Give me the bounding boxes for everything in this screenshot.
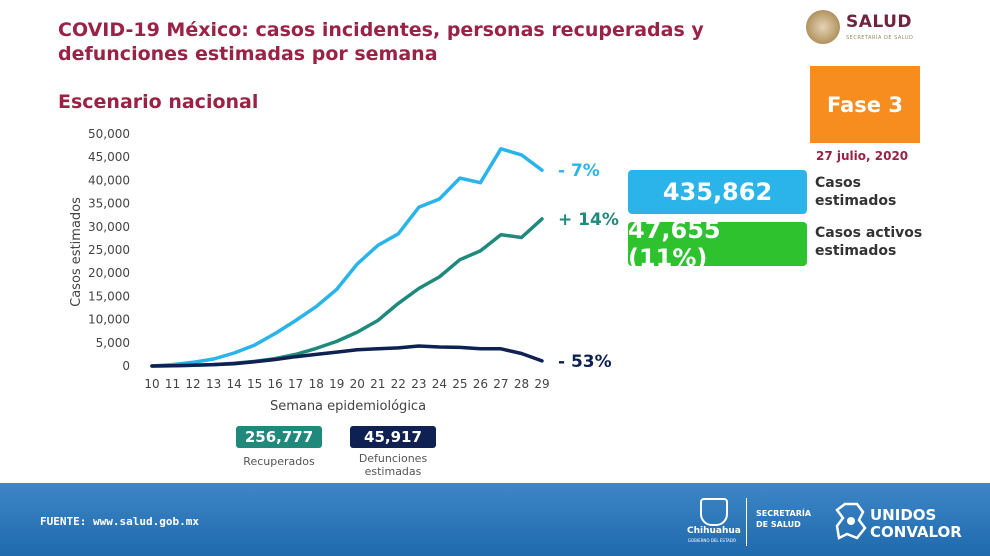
chihuahua-logo: Chihuahua GOBIERNO DEL ESTADO (687, 498, 741, 550)
end-label-casos: - 7% (558, 161, 600, 181)
footer-bar (0, 483, 990, 556)
y-tick-label: 15,000 (88, 289, 130, 303)
y-tick-label: 0 (122, 359, 130, 373)
x-tick-label: 11 (165, 377, 180, 391)
series-lines (150, 147, 544, 368)
x-tick-label: 16 (268, 377, 283, 391)
x-tick-label: 22 (391, 377, 406, 391)
salud-logo-word: SALUD (846, 12, 913, 32)
series-line-casos (150, 147, 544, 368)
end-label-defunciones: - 53% (558, 352, 612, 372)
x-tick-label: 14 (226, 377, 241, 391)
page-title: COVID-19 México: casos incidentes, perso… (58, 19, 704, 65)
series-line-defunciones (150, 344, 544, 368)
unidos-mark-icon (835, 502, 867, 540)
defunciones-label: Defunciones estimadas (358, 452, 428, 478)
x-tick-label: 20 (350, 377, 365, 391)
secretaria-line-2: DE SALUD (756, 520, 801, 529)
mexico-seal-icon (806, 10, 840, 44)
x-axis-ticks: 10 11 12 13 14 15 16 17 18 19 20 21 22 23 24 25 26 27 28 29 (144, 377, 549, 391)
x-tick-label: 17 (288, 377, 303, 391)
x-tick-label: 10 (144, 377, 159, 391)
y-tick-label: 5,000 (96, 336, 130, 350)
x-tick-label: 12 (185, 377, 200, 391)
x-tick-label: 26 (473, 377, 488, 391)
y-tick-label: 40,000 (88, 173, 130, 187)
casos-activos-label: Casos activos estimados (815, 225, 923, 259)
casos-estimados-value: 435,862 (628, 170, 807, 214)
y-tick-label: 30,000 (88, 220, 130, 234)
series-line-recuperados (150, 217, 544, 368)
x-tick-label: 13 (206, 377, 221, 391)
recuperados-value: 256,777 (236, 426, 322, 448)
x-tick-label: 15 (247, 377, 262, 391)
x-tick-label: 29 (534, 377, 549, 391)
x-tick-label: 28 (514, 377, 529, 391)
footer-divider (746, 498, 747, 546)
x-tick-label: 18 (309, 377, 324, 391)
recuperados-label: Recuperados (243, 455, 315, 468)
x-tick-label: 27 (493, 377, 508, 391)
defunciones-value: 45,917 (350, 426, 436, 448)
x-tick-label: 23 (411, 377, 426, 391)
y-tick-label: 35,000 (88, 197, 130, 211)
gobierno-estado: GOBIERNO DEL ESTADO (687, 538, 737, 543)
unidos-con-valor-logo: UNIDOS CONVALOR (870, 507, 962, 541)
y-tick-label: 50,000 (88, 127, 130, 141)
chihuahua-shield-icon (700, 498, 728, 526)
casos-estimados-label: Casos estimados (815, 175, 897, 209)
x-tick-label: 21 (370, 377, 385, 391)
x-tick-label: 19 (329, 377, 344, 391)
x-tick-label: 25 (452, 377, 467, 391)
y-axis-label: Casos estimados (69, 197, 84, 307)
end-label-recuperados: + 14% (558, 210, 619, 230)
secretaria-salud-logo: SECRETARÍA DE SALUD (756, 508, 811, 530)
y-tick-label: 45,000 (88, 150, 130, 164)
report-date: 27 julio, 2020 (816, 149, 909, 163)
phase-badge: Fase 3 (810, 66, 920, 143)
chihuahua-name: Chihuahua (687, 526, 741, 536)
weekly-cases-chart: 0 5,000 10,000 15,000 20,000 25,000 30,000 35,0… (69, 127, 619, 414)
secretaria-line-1: SECRETARÍA (756, 509, 812, 518)
unidos-line-2: CONVALOR (870, 523, 962, 541)
page-subtitle: Escenario nacional (58, 91, 259, 113)
y-tick-label: 25,000 (88, 243, 130, 257)
source-note: FUENTE: www.salud.gob.mx (40, 515, 199, 528)
x-axis-label: Semana epidemiológica (270, 399, 426, 414)
y-tick-label: 20,000 (88, 266, 130, 280)
y-axis-ticks: 0 5,000 10,000 15,000 20,000 25,000 30,000 35,0… (88, 127, 130, 373)
unidos-line-1: UNIDOS (870, 506, 937, 524)
salud-logo-sub: SECRETARÍA DE SALUD (846, 35, 914, 41)
x-tick-label: 24 (432, 377, 447, 391)
series-end-labels: - 7% + 14% - 53% (558, 161, 619, 372)
y-tick-label: 10,000 (88, 313, 130, 327)
salud-logo: SALUD SECRETARÍA DE SALUD (806, 8, 924, 48)
